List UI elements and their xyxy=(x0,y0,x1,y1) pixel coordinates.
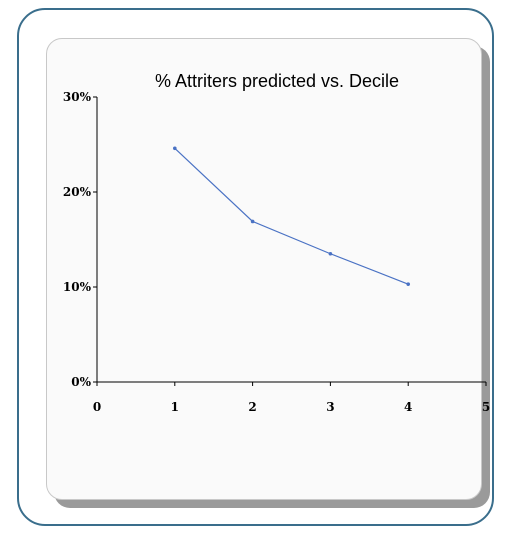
chart-ticks: 0 1 2 3 4 5 0% 10% 20% 30% xyxy=(63,90,490,414)
chart-title: % Attriters predicted vs. Decile xyxy=(155,71,399,91)
x-tick-label: 1 xyxy=(171,400,179,414)
chart-axes xyxy=(96,97,486,383)
x-tick-label: 4 xyxy=(404,400,412,414)
y-tick-label: 30% xyxy=(63,90,92,104)
chart-series xyxy=(173,146,411,286)
data-point xyxy=(250,219,255,224)
chart-card xyxy=(46,38,482,500)
y-tick-label: 0% xyxy=(71,375,91,389)
series-line xyxy=(174,147,409,285)
data-point xyxy=(406,282,411,286)
x-tick-label: 0 xyxy=(93,400,101,414)
y-tick-label: 10% xyxy=(63,280,92,294)
x-tick-label: 3 xyxy=(326,400,334,414)
y-tick-label: 20% xyxy=(63,185,92,199)
data-point xyxy=(173,146,177,151)
data-point xyxy=(328,251,333,256)
x-tick-label: 2 xyxy=(248,400,256,414)
x-tick-label: 5 xyxy=(482,400,490,414)
